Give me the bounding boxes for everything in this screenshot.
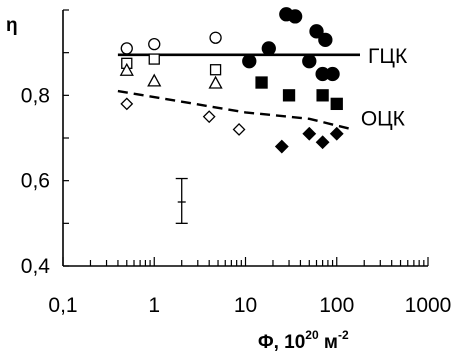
diamond-filled-marker: [274, 139, 289, 154]
x-tick-label: 10: [234, 294, 257, 317]
x-tick-label: 0,1: [48, 294, 77, 317]
x-axis-title-exponent: 20: [305, 328, 319, 342]
circle-open-marker: [148, 37, 161, 51]
x-tick-label: 1: [148, 294, 160, 317]
diamond-filled-marker: [302, 126, 317, 141]
x-axis-title: Φ, 1020 м-2: [258, 328, 349, 353]
circle-filled-marker: [318, 32, 333, 48]
circle-filled-marker: [302, 54, 317, 69]
x-axis-title-unit: м: [319, 332, 338, 353]
square-filled-marker: [255, 76, 268, 89]
diamond-filled-marker: [315, 135, 330, 150]
square-open-marker: [209, 64, 222, 76]
circle-filled-marker: [325, 66, 340, 82]
circle-open-marker: [209, 31, 222, 44]
y-tick-label: 0,6: [21, 170, 50, 193]
square-filled-marker: [316, 89, 329, 102]
diamond-open-marker: [120, 97, 134, 111]
diamond-open-marker: [202, 110, 216, 124]
y-tick-label: 0,4: [21, 255, 51, 278]
curve-label: ОЦК: [361, 107, 406, 130]
triangle-open-marker: [119, 62, 134, 76]
circle-open-marker: [120, 42, 133, 55]
curve-labels: ГЦК ОЦК: [361, 45, 408, 131]
x-tick-label: 100: [319, 294, 354, 317]
circle-filled-marker: [287, 9, 303, 24]
error-bar: [175, 177, 188, 224]
circle-filled-marker: [242, 54, 257, 69]
curve-dashed: [117, 89, 354, 131]
square-filled-marker: [330, 97, 343, 111]
y-axis-title: η: [6, 15, 18, 36]
triangle-open-marker: [208, 75, 223, 89]
circle-filled-marker: [309, 24, 324, 39]
tick-labels: 0,1 1 10 100 1000 0,4 0,6 0,8: [21, 84, 452, 317]
data-points: [119, 7, 344, 154]
square-open-marker: [148, 53, 160, 65]
tick-marks: [62, 9, 429, 267]
diamond-open-marker: [232, 123, 246, 136]
diamond-filled-marker: [329, 126, 344, 141]
x-tick-label: 1000: [405, 294, 452, 317]
curve-label: ГЦК: [368, 45, 408, 68]
x-axis-title-unit-exponent: -2: [338, 328, 349, 342]
circle-filled-marker: [261, 41, 276, 56]
y-tick-label: 0,8: [21, 84, 50, 107]
square-filled-marker: [282, 89, 296, 102]
x-axis-title-main: Φ, 10: [258, 332, 305, 353]
triangle-open-marker: [147, 73, 162, 87]
